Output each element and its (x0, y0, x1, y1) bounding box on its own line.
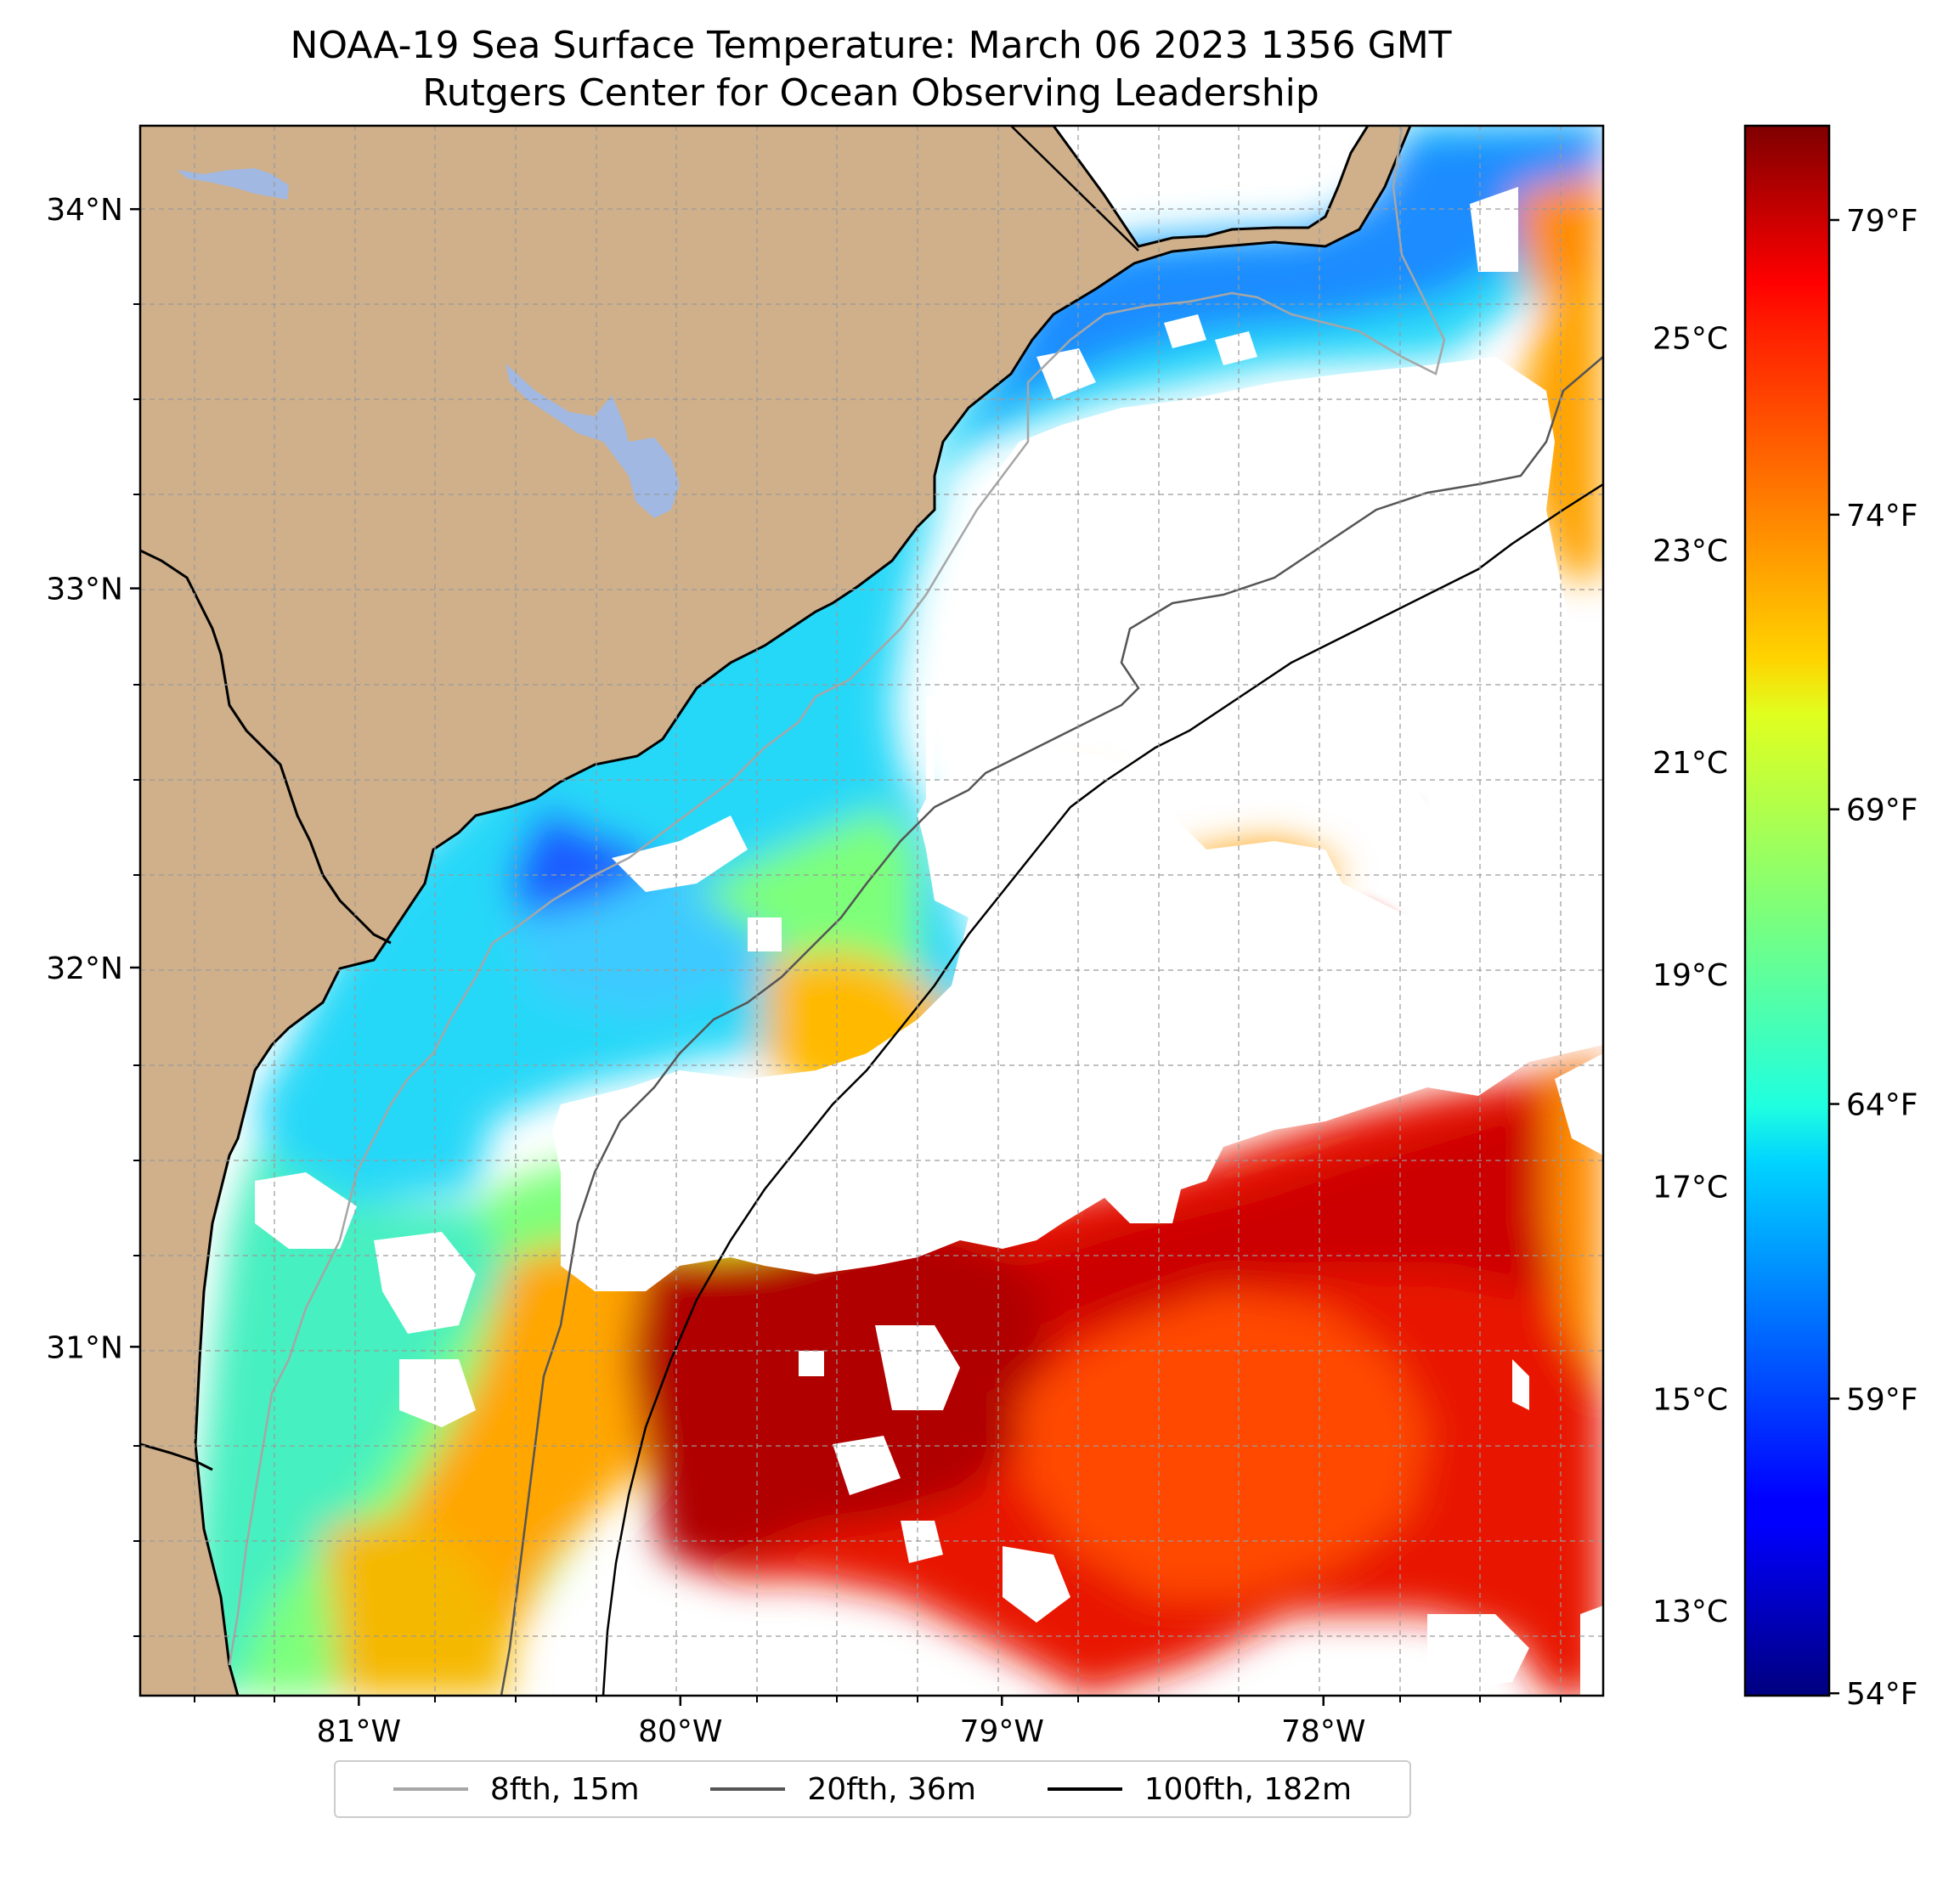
legend-label-100fth: 100fth, 182m (1144, 1771, 1353, 1807)
state-border-sc-ga (140, 549, 392, 945)
lon-tick-label: 80°W (638, 1714, 722, 1749)
lon-tick-label: 78°W (1281, 1714, 1365, 1749)
no-data-mask (255, 187, 1603, 1696)
colorbar (1743, 124, 1831, 1697)
lat-tick-label: 34°N (46, 193, 123, 228)
colorbar-fahrenheit-label: 64°F (1846, 1088, 1918, 1123)
land-area (140, 126, 1410, 1696)
legend-label-20fth: 20fth, 36m (807, 1771, 976, 1807)
colorbar-celsius-label: 15°C (1652, 1382, 1728, 1417)
chart-title: NOAA-19 Sea Surface Temperature: March 0… (0, 22, 1742, 117)
colorbar-celsius-label: 17°C (1652, 1171, 1728, 1205)
colorbar-fahrenheit-label: 54°F (1846, 1677, 1918, 1712)
legend-item-100fth: 100fth, 182m (1047, 1771, 1353, 1807)
lon-tick-label: 81°W (317, 1714, 401, 1749)
lat-tick-label: 31°N (46, 1330, 123, 1365)
lon-tick-label: 79°W (960, 1714, 1044, 1749)
legend-item-20fth: 20fth, 36m (710, 1772, 976, 1807)
lake-marion-moultrie (177, 168, 289, 200)
legend-label-8fth: 8fth, 15m (489, 1771, 640, 1807)
isobath-20fth (500, 356, 1603, 1696)
colorbar-fahrenheit-label: 79°F (1846, 204, 1918, 239)
lat-tick-label: 32°N (46, 951, 123, 986)
isobath-8fth (228, 127, 1446, 1666)
isobath-legend: 8fth, 15m 20fth, 36m 100fth, 182m (334, 1760, 1411, 1818)
colorbar-fahrenheit-label: 69°F (1846, 793, 1918, 828)
state-border-nc-sc (1010, 126, 1139, 251)
colorbar-celsius-ticks: 25°C 23°C 21°C 19°C 17°C 15°C 13°C (1652, 322, 1728, 1629)
colorbar-celsius-label: 25°C (1652, 322, 1728, 357)
lat-tick-label: 33°N (46, 573, 123, 607)
title-line-2: Rutgers Center for Ocean Observing Leade… (422, 71, 1319, 115)
legend-swatch-8fth (393, 1787, 468, 1791)
map-panel (140, 126, 1603, 1696)
legend-swatch-20fth (710, 1787, 786, 1791)
colorbar-fahrenheit-label: 74°F (1846, 499, 1918, 534)
coastline (194, 126, 1412, 1696)
lake-marion (506, 364, 680, 518)
colorbar-fahrenheit-label: 59°F (1846, 1382, 1918, 1417)
legend-item-8fth: 8fth, 15m (393, 1772, 640, 1807)
longitude-axis: 81°W 80°W 79°W 78°W (317, 1696, 1365, 1749)
state-border-ga-fl (140, 1442, 213, 1471)
colorbar-celsius-label: 21°C (1652, 746, 1728, 781)
title-line-1: NOAA-19 Sea Surface Temperature: March 0… (290, 24, 1452, 67)
colorbar-celsius-label: 13°C (1652, 1595, 1728, 1629)
map-frame (138, 124, 1605, 1697)
colorbar-celsius-label: 19°C (1652, 958, 1728, 993)
gridlines (140, 126, 1603, 1696)
isobath-100fth (602, 483, 1603, 1696)
colorbar-fahrenheit-ticks: 79°F 74°F 69°F 64°F 59°F 54°F (1829, 204, 1918, 1712)
colorbar-celsius-label: 23°C (1652, 534, 1728, 568)
latitude-axis: 34°N 33°N 32°N 31°N (46, 193, 140, 1365)
legend-swatch-100fth (1047, 1787, 1122, 1791)
minor-ticks (133, 208, 1562, 1702)
